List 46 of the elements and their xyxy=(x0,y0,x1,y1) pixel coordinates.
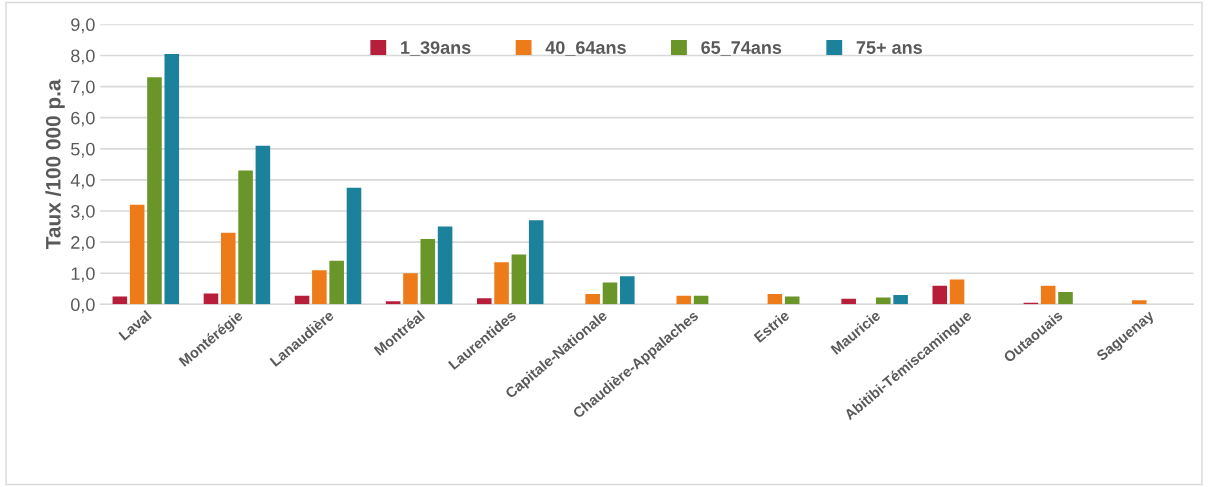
legend-label: 1_39ans xyxy=(401,41,471,56)
y-axis-title: Taux /100 000 p.a xyxy=(45,79,65,250)
bar xyxy=(164,53,180,305)
bar xyxy=(585,294,600,305)
bar xyxy=(494,262,509,305)
y-tick-label: 7,0 xyxy=(71,80,95,96)
y-tick-label: 2,0 xyxy=(71,236,95,251)
bar xyxy=(676,295,692,305)
bar xyxy=(129,204,145,305)
bar xyxy=(949,279,965,305)
bar xyxy=(312,270,327,305)
y-tick-label: 5,0 xyxy=(71,142,95,158)
bar xyxy=(1040,285,1056,305)
bar xyxy=(767,294,783,305)
bar xyxy=(528,220,544,305)
bar xyxy=(403,273,418,305)
bar xyxy=(147,77,162,305)
bar xyxy=(346,187,362,305)
bar xyxy=(893,295,908,305)
bar xyxy=(255,145,271,305)
y-tick-label: 6,0 xyxy=(71,111,95,127)
y-tick-label: 9,0 xyxy=(71,18,95,34)
legend-label: 40_64ans xyxy=(545,41,626,56)
y-tick-label: 3,0 xyxy=(70,204,95,220)
bar xyxy=(932,285,948,305)
bar xyxy=(876,297,891,305)
bar xyxy=(841,298,856,305)
y-tick-label: 8,0 xyxy=(71,49,95,65)
bar xyxy=(476,298,492,305)
bar xyxy=(620,276,635,305)
bar xyxy=(1058,291,1073,305)
bar xyxy=(385,301,401,305)
bar xyxy=(1132,300,1147,305)
bar xyxy=(511,254,527,305)
bar xyxy=(437,226,453,305)
y-tick-label: 4,0 xyxy=(70,173,95,189)
bar xyxy=(203,293,219,305)
legend-label: 75+ ans xyxy=(856,41,922,54)
y-tick-label: 0,0 xyxy=(71,298,95,314)
bar xyxy=(220,232,236,305)
bar xyxy=(420,239,436,305)
legend-label: 65_74ans xyxy=(701,41,782,56)
bar xyxy=(602,282,618,305)
y-tick-label: 1,0 xyxy=(71,267,95,283)
bar xyxy=(238,170,253,305)
bar xyxy=(329,260,344,305)
